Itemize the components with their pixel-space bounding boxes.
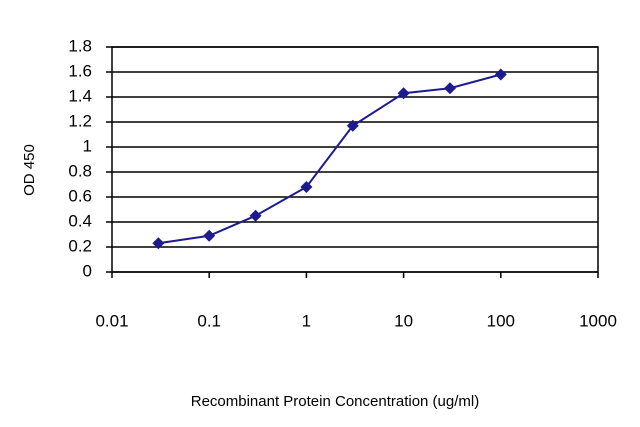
y-tick-label: 0.2	[68, 236, 92, 255]
plot-area	[111, 46, 599, 273]
y-tick-label: 1	[83, 136, 92, 155]
x-axis-title: Recombinant Protein Concentration (ug/ml…	[191, 393, 479, 410]
line	[158, 73, 502, 245]
marker	[249, 209, 262, 222]
y-tick-label: 1.2	[68, 111, 92, 130]
x-tick-label: 10	[394, 311, 413, 330]
x-tick-label: 1	[302, 311, 311, 330]
y-tick-label: 0	[83, 261, 92, 280]
y-axis-title: OD 450	[21, 144, 38, 196]
y-tick-label: 1.4	[68, 86, 92, 105]
y-tick-label: 0.4	[68, 211, 92, 230]
x-tick-label: 0.01	[95, 311, 128, 330]
marker	[152, 237, 165, 250]
marker	[397, 87, 410, 100]
marker	[494, 68, 507, 81]
marker	[346, 119, 359, 132]
y-tick-label: 0.8	[68, 161, 92, 180]
y-tick-label: 0.6	[68, 186, 92, 205]
marker	[203, 229, 216, 242]
x-tick-label: 1000	[579, 311, 617, 330]
y-tick-label: 1.8	[68, 36, 92, 55]
x-tick-label: 100	[487, 311, 515, 330]
x-tick-label: 0.1	[197, 311, 221, 330]
marker	[443, 82, 456, 95]
y-tick-label: 1.6	[68, 61, 92, 80]
marker	[300, 181, 313, 193]
